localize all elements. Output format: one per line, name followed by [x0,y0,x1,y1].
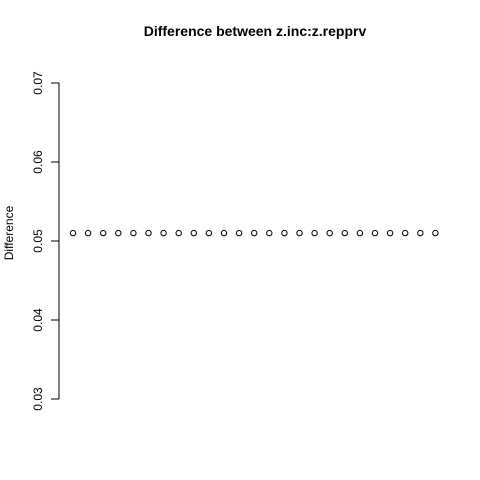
data-point [145,229,152,237]
data-point [190,229,198,237]
data-point [115,229,122,237]
data-point [130,229,137,237]
y-tick-label: 0.07 [31,71,45,95]
data-point [266,229,273,237]
data-point [371,229,379,237]
data-point [386,229,394,237]
data-point [205,229,213,237]
data-point [417,229,424,237]
data-point [235,229,243,237]
chart-title: Difference between z.inc:z.repprv [144,23,367,39]
y-tick-label: 0.04 [31,308,45,332]
data-point [356,229,364,237]
data-point [402,229,409,237]
data-point [311,229,318,237]
data-point [84,229,92,237]
data-point [326,229,333,237]
y-axis-label: Difference [2,205,16,260]
data-point [69,229,77,237]
data-point [251,229,258,237]
data-point [296,229,303,237]
data-point [341,229,348,237]
data-point [432,229,439,237]
data-point [281,229,288,237]
data-points [69,229,439,237]
y-tick-label: 0.03 [31,387,45,411]
data-point [175,229,182,237]
y-axis-ticks: 0.03 0.04 0.05 0.06 0.07 [31,71,59,411]
y-tick-label: 0.06 [31,150,45,174]
y-tick-label: 0.05 [31,229,45,253]
data-point [220,229,228,237]
data-point [100,229,107,237]
data-point [160,229,167,237]
